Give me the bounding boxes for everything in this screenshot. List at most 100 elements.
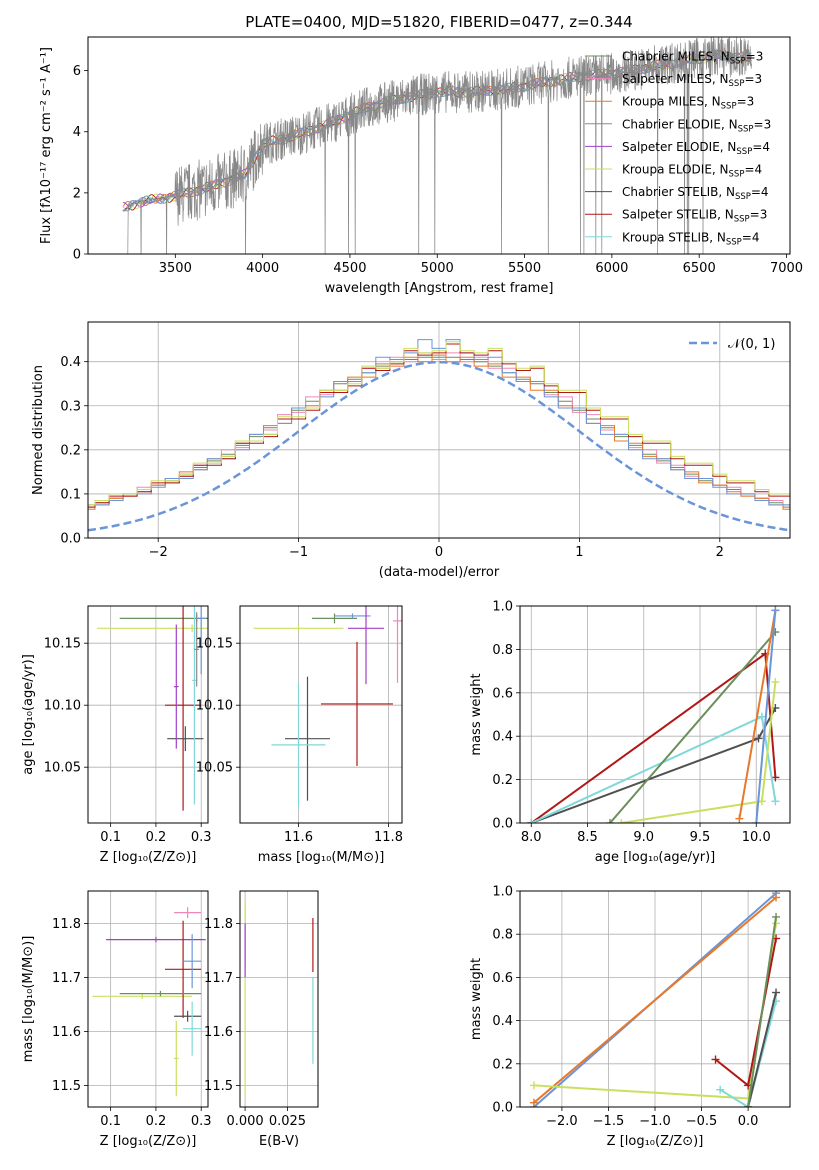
y-tick-label: 0.0 (492, 817, 513, 832)
x-axis-label: (data-model)/error (379, 565, 500, 580)
y-tick-label: 11.6 (52, 1025, 81, 1040)
legend-entry: Kroupa MILES, NSSP=3 (622, 95, 754, 112)
legend-text: =3 (754, 117, 772, 131)
x-tick-label: 0.2 (146, 1114, 167, 1129)
y-tick-label: 0.6 (492, 686, 513, 701)
x-tick-label: 7000 (770, 261, 803, 276)
series-line (738, 610, 777, 819)
mass-vs-ebv-data (244, 901, 314, 1097)
x-tick-label: 3500 (159, 261, 192, 276)
observed-spectrum-line (122, 37, 752, 254)
legend-subscript: SSP (721, 102, 737, 112)
x-tick-label: 9.5 (690, 830, 711, 845)
x-tick-label: 0.000 (226, 1114, 263, 1129)
x-tick-label: 8.0 (521, 830, 542, 845)
x-tick-label: 9.0 (633, 830, 654, 845)
x-tick-label: 8.5 (577, 830, 598, 845)
y-tick-label: 0.1 (60, 487, 81, 502)
x-axis-label: Z [log₁₀(Z/Z⊙)] (100, 850, 197, 865)
massweight-vs-Z-panel: −2.0 −1.5 −1.0 −0.5 0.0 0.0 0.2 0.4 0.6 0.8 1.0 Z [… (469, 885, 791, 1149)
legend-text: Chabrier MILES, N (622, 50, 730, 64)
x-tick-label: 2 (716, 545, 724, 560)
series-line (719, 1000, 777, 1107)
axes-frame (239, 890, 319, 1108)
y-tick-label: 0.2 (492, 1057, 513, 1072)
massweight-vs-age-data (527, 606, 780, 823)
x-tick-label: 4500 (333, 261, 366, 276)
x-tick-label: 0.1 (100, 1114, 121, 1129)
legend-text: =3 (750, 208, 768, 222)
y-axis-label: mass [log₁₀(M/M⊙)] (21, 936, 36, 1063)
legend-entry: 𝒩(0, 1) (728, 337, 775, 352)
residuals-panel: −2 −1 0 1 2 0.0 0.1 0.2 0.3 0.4 (data-model)/error… (31, 321, 791, 580)
y-tick-label: 6 (73, 64, 81, 79)
massweight-vs-Z-data (529, 891, 781, 1107)
histogram-step (88, 341, 790, 506)
y-tick-label: 0.2 (60, 443, 81, 458)
x-tick-label: −2.0 (546, 1114, 578, 1129)
legend-subscript: SSP (730, 57, 746, 67)
axes-frame (519, 605, 791, 824)
legend-text: =3 (737, 95, 755, 109)
axes-frame (239, 605, 403, 824)
y-tick-label: 2 (73, 186, 81, 201)
spectrum-title: PLATE=0400, MJD=51820, FIBERID=0477, z=0… (245, 13, 632, 31)
y-axis-label: age [log₁₀(age/yr)] (21, 654, 36, 775)
legend-text: =3 (744, 72, 762, 86)
x-tick-label: −0.5 (686, 1114, 718, 1129)
series-line (747, 916, 777, 1107)
y-tick-label: 11.6 (204, 1025, 233, 1040)
y-tick-label: 10.05 (196, 761, 233, 776)
x-tick-label: 5500 (508, 261, 541, 276)
x-tick-label: 11.8 (374, 830, 403, 845)
legend-text: Kroupa STELIB, N (622, 230, 726, 244)
x-tick-label: 6500 (683, 261, 716, 276)
y-tick-label: 0.6 (492, 971, 513, 986)
y-tick-label: 0.4 (492, 1014, 513, 1029)
axes-frame (87, 321, 791, 539)
series-line (609, 631, 777, 823)
spectrum-data (122, 37, 752, 254)
histogram-step (88, 354, 790, 510)
normal-curve (88, 360, 788, 532)
y-tick-label: 0.0 (60, 532, 81, 547)
legend-subscript: SSP (729, 170, 745, 180)
axes-frame (519, 890, 791, 1108)
legend-entry: Salpeter STELIB, NSSP=3 (622, 208, 767, 225)
mass-vs-ebv-panel: 0.000 0.025 11.5 11.6 11.7 11.8 E(B-V) (204, 890, 319, 1149)
y-tick-label: 4 (73, 125, 81, 140)
y-axis-label: Normed distribution (31, 365, 46, 495)
x-axis-label: Z [log₁₀(Z/Z⊙)] (100, 1134, 197, 1149)
legend-entry: Kroupa ELODIE, NSSP=4 (622, 163, 762, 180)
y-tick-label: 11.5 (204, 1079, 233, 1094)
y-tick-label: 0.3 (60, 399, 81, 414)
x-tick-label: 0.2 (146, 830, 167, 845)
y-axis-label: Flux [fλ10⁻¹⁷ erg cm⁻² s⁻¹ A⁻¹] (39, 47, 54, 244)
y-tick-label: 1.0 (492, 600, 513, 615)
legend-subscript: SSP (735, 192, 751, 202)
mass-vs-Z-panel: 0.1 0.2 0.3 11.5 11.6 11.7 11.8 Z [log₁₀(Z/Z⊙)]… (21, 890, 212, 1149)
legend-subscript: SSP (734, 215, 750, 225)
legend-entry: Kroupa STELIB, NSSP=4 (622, 230, 760, 247)
legend-text: Salpeter MILES, N (622, 72, 729, 86)
mass-vs-Z-data (92, 907, 206, 1097)
x-tick-label: −2 (149, 545, 168, 560)
x-tick-label: −1 (289, 545, 308, 560)
y-tick-label: 0.8 (492, 643, 513, 658)
x-tick-label: 0.3 (191, 830, 212, 845)
y-tick-label: 10.05 (44, 761, 81, 776)
y-tick-label: 11.8 (52, 917, 81, 932)
legend-text: =3 (746, 50, 764, 64)
histogram-step (88, 339, 790, 506)
y-tick-label: 0.0 (492, 1101, 513, 1116)
legend-text: Kroupa MILES, N (622, 95, 721, 109)
spectrum-panel: 3500 4000 4500 5000 5500 6000 6500 7000 0 2 4 6 wave… (39, 36, 803, 296)
series-line (714, 938, 777, 1088)
x-tick-label: 0.3 (191, 1114, 212, 1129)
x-tick-label: 5000 (421, 261, 454, 276)
legend-subscript: SSP (729, 79, 745, 89)
x-axis-label: mass [log₁₀(M/M⊙)] (258, 850, 385, 865)
series-line (747, 992, 777, 1107)
legend-text: Salpeter STELIB, N (622, 208, 734, 222)
legend-entry: Chabrier ELODIE, NSSP=3 (622, 117, 771, 134)
